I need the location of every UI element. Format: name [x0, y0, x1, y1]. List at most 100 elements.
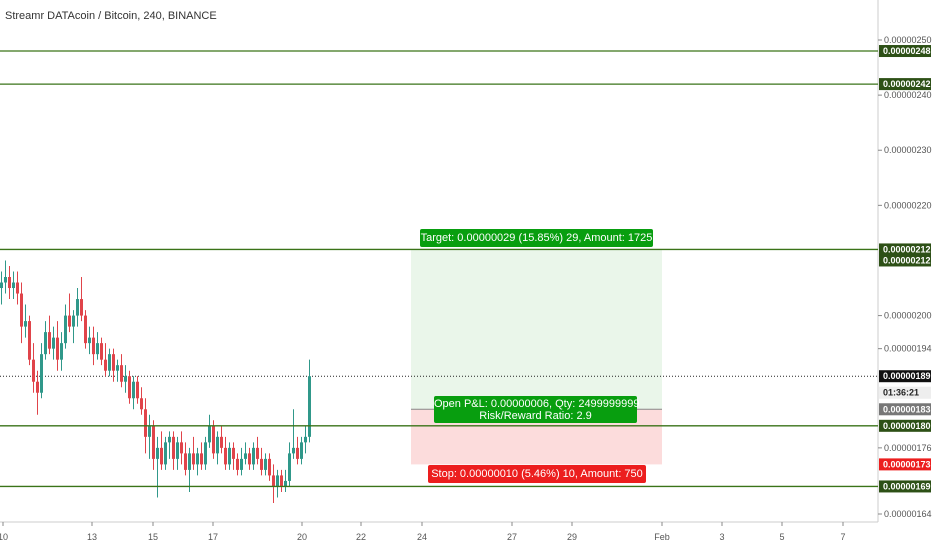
- price-tick-label: 0.00000220: [884, 200, 932, 210]
- candle: [184, 453, 187, 470]
- candle: [192, 453, 195, 465]
- candle: [220, 436, 223, 448]
- candle: [60, 343, 63, 360]
- candle: [84, 315, 87, 344]
- candle: [4, 277, 7, 283]
- pnl-text: Open P&L: 0.00000006, Qty: 2499999999: [434, 398, 640, 410]
- candles: [0, 260, 311, 503]
- price-tag: [879, 419, 931, 432]
- candle: [164, 442, 167, 465]
- candle: [32, 359, 35, 382]
- candle: [260, 458, 263, 470]
- target-text: Target: 0.00000029 (15.85%) 29, Amount: …: [420, 232, 653, 244]
- time-axis: 10 13 15 17 20 22 24 27 29 Feb 3 5 7: [0, 522, 846, 542]
- candle: [68, 315, 71, 327]
- price-tag-label: 0.00000180: [883, 421, 931, 431]
- price-tick-label: 0.00000200: [884, 311, 932, 321]
- time-tick-label: Feb: [654, 532, 670, 542]
- candle: [152, 425, 155, 459]
- candle: [156, 447, 159, 459]
- candle: [292, 447, 295, 454]
- time-tick-label: 13: [87, 532, 97, 542]
- candle: [308, 376, 311, 437]
- candle: [288, 453, 291, 481]
- time-tick-label: 7: [840, 532, 845, 542]
- candle: [304, 436, 307, 443]
- price-tag: [879, 254, 931, 267]
- candle: [284, 480, 287, 487]
- candle: [144, 409, 147, 437]
- price-tag: [879, 386, 931, 399]
- candle: [204, 442, 207, 465]
- candle: [132, 381, 135, 399]
- price-tag: [879, 403, 931, 416]
- candle: [200, 453, 203, 465]
- price-axis: 0.00000250 0.00000240 0.00000230 0.00000220…: [878, 35, 932, 519]
- time-tick-label: 29: [567, 532, 577, 542]
- candle: [76, 299, 79, 316]
- candle: [12, 282, 15, 289]
- time-tick-label: 24: [417, 532, 427, 542]
- price-tag: [879, 370, 931, 383]
- candle: [20, 293, 23, 327]
- price-tag-label: 0.00000173: [883, 459, 931, 469]
- time-tick-label: 3: [719, 532, 724, 542]
- price-tick-label: 0.00000230: [884, 145, 932, 155]
- price-tags: 0.00000248 0.00000242 0.000002120.00000212…: [879, 45, 931, 493]
- candle: [64, 315, 67, 344]
- candle: [296, 447, 299, 459]
- chart-title: Streamr DATAcoin / Bitcoin, 240, BINANCE: [5, 10, 217, 22]
- candle: [108, 354, 111, 371]
- candle: [228, 447, 231, 465]
- target-label[interactable]: Target: 0.00000029 (15.85%) 29, Amount: …: [420, 229, 653, 247]
- candle: [88, 337, 91, 344]
- candle: [136, 381, 139, 399]
- candle: [16, 282, 19, 294]
- candle: [216, 436, 219, 454]
- candle: [52, 337, 55, 349]
- candle: [44, 332, 47, 355]
- candle: [56, 337, 59, 360]
- price-tick-label: 0.00000250: [884, 35, 932, 45]
- candle: [0, 282, 3, 289]
- price-tag-label: 0.00000183: [883, 404, 931, 414]
- candle: [188, 453, 191, 470]
- candle: [124, 376, 127, 382]
- price-tag: [879, 243, 931, 256]
- candle: [172, 436, 175, 459]
- price-tag: [879, 78, 931, 91]
- price-tag: [879, 458, 931, 471]
- candle: [112, 354, 115, 371]
- candle: [140, 398, 143, 410]
- price-tag-label: 0.00000248: [883, 46, 931, 56]
- risk-reward-text: Risk/Reward Ratio: 2.9: [479, 410, 592, 422]
- candle: [128, 376, 131, 399]
- candle: [276, 475, 279, 487]
- candle: [104, 359, 107, 371]
- candle: [148, 425, 151, 437]
- candle: [36, 381, 39, 393]
- candle: [280, 475, 283, 487]
- price-tag: [879, 480, 931, 493]
- candle: [264, 458, 267, 470]
- time-tick-label: 22: [356, 532, 366, 542]
- stop-label[interactable]: Stop: 0.00000010 (5.46%) 10, Amount: 750: [428, 465, 646, 483]
- candle: [224, 447, 227, 465]
- candle: [40, 354, 43, 393]
- candle: [176, 442, 179, 459]
- price-tag-label: 0.00000212: [883, 255, 931, 265]
- pnl-label[interactable]: Open P&L: 0.00000006, Qty: 2499999999 Ri…: [434, 396, 640, 423]
- price-tag: [879, 45, 931, 58]
- price-tick-label: 0.00000194: [884, 344, 932, 354]
- candle: [100, 343, 103, 360]
- time-tick-label: 15: [148, 532, 158, 542]
- candle: [80, 299, 83, 316]
- horizontal-levels: [0, 50, 878, 488]
- candle: [240, 458, 243, 470]
- target-zone[interactable]: [411, 249, 662, 410]
- price-tag-label: 01:36:21: [883, 388, 919, 398]
- candle: [268, 458, 271, 476]
- candle: [8, 277, 11, 289]
- price-tag-label: 0.00000242: [883, 79, 931, 89]
- candle: [232, 447, 235, 459]
